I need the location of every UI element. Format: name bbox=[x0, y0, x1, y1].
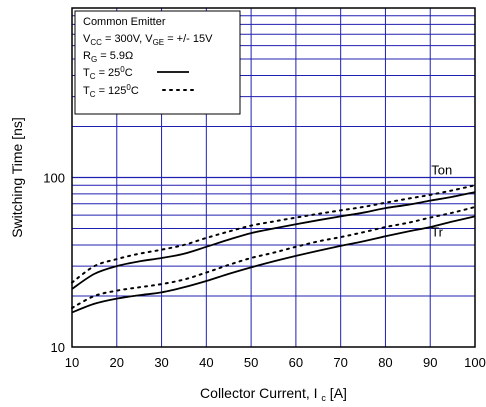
x-tick-label-40: 40 bbox=[199, 355, 213, 370]
x-tick-label-80: 80 bbox=[378, 355, 392, 370]
x-axis-title: Collector Current, I c [A] bbox=[200, 385, 347, 403]
series-line-tr-25c bbox=[71, 215, 476, 314]
x-tick-label-100: 100 bbox=[464, 355, 486, 370]
legend-entry-0: TC = 250C bbox=[83, 65, 133, 81]
curve-labels: Ton Tr bbox=[431, 163, 452, 240]
x-tick-label-30: 30 bbox=[154, 355, 168, 370]
plot-frame bbox=[71, 7, 476, 348]
y-axis-title: Switching Time [ns] bbox=[9, 117, 25, 238]
legend-condition-0: Common Emitter bbox=[83, 16, 166, 28]
series-line-ton-125c bbox=[71, 184, 476, 284]
legend-condition-2: RG = 5.9Ω bbox=[83, 50, 133, 64]
series-line-tr-125c bbox=[71, 205, 476, 309]
y-tick-labels: 10 100 bbox=[43, 171, 65, 356]
x-tick-labels: 10 20 30 40 50 60 70 80 90 100 bbox=[65, 355, 486, 370]
x-tick-label-50: 50 bbox=[244, 355, 258, 370]
data-curves bbox=[71, 184, 476, 314]
x-tick-label-10: 10 bbox=[65, 355, 79, 370]
y-tick-label-100: 100 bbox=[43, 171, 65, 186]
x-tick-label-20: 20 bbox=[110, 355, 124, 370]
x-tick-label-90: 90 bbox=[423, 355, 437, 370]
legend: Common Emitter VCC = 300V, VGE = +/- 15V R… bbox=[74, 10, 241, 115]
x-tick-label-70: 70 bbox=[333, 355, 347, 370]
x-tick-label-60: 60 bbox=[289, 355, 303, 370]
annotation-ton: Ton bbox=[431, 163, 452, 178]
legend-condition-1: VCC = 300V, VGE = +/- 15V bbox=[83, 33, 213, 47]
annotation-tr: Tr bbox=[431, 225, 443, 240]
series-line-ton-25c bbox=[71, 191, 476, 290]
legend-box bbox=[74, 10, 241, 115]
grid-lines bbox=[72, 8, 475, 347]
legend-entry-1: TC = 1250C bbox=[83, 83, 139, 99]
y-tick-label-10: 10 bbox=[51, 340, 65, 355]
